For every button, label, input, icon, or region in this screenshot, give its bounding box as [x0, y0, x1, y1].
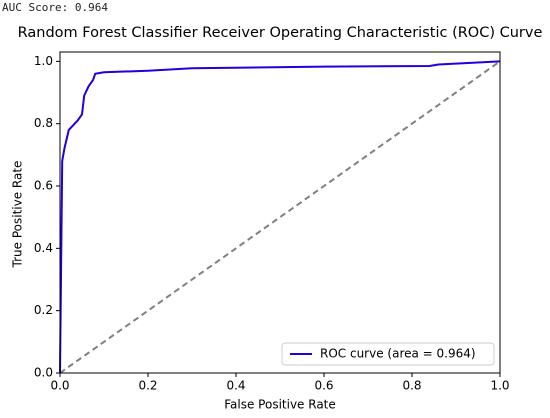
plot-frame [59, 51, 501, 374]
x-tick-label: 1.0 [490, 379, 509, 393]
x-tick-label: 0.0 [50, 379, 69, 393]
x-tick-label: 0.2 [138, 379, 157, 393]
chart-title: Random Forest Classifier Receiver Operat… [18, 25, 543, 41]
y-tick-label: 0.8 [34, 116, 53, 130]
line-series [59, 60, 501, 374]
output-text: AUC Score: 0.964 [2, 1, 108, 14]
y-tick-label: 1.0 [34, 54, 53, 68]
y-tick-label: 0.2 [34, 303, 53, 317]
y-tick-label: 0.0 [34, 366, 53, 380]
x-tick-label: 0.4 [226, 379, 245, 393]
y-tick-label: 0.4 [34, 241, 53, 255]
legend-label: ROC curve (area = 0.964) [320, 347, 476, 361]
x-axis-label: False Positive Rate [224, 398, 336, 412]
x-tick-label: 0.6 [314, 379, 333, 393]
y-axis-label: True Positive Rate [11, 161, 25, 269]
line-series [59, 60, 501, 374]
y-tick-label: 0.6 [34, 179, 53, 193]
legend-box [281, 342, 495, 366]
x-tick-label: 0.8 [402, 379, 421, 393]
